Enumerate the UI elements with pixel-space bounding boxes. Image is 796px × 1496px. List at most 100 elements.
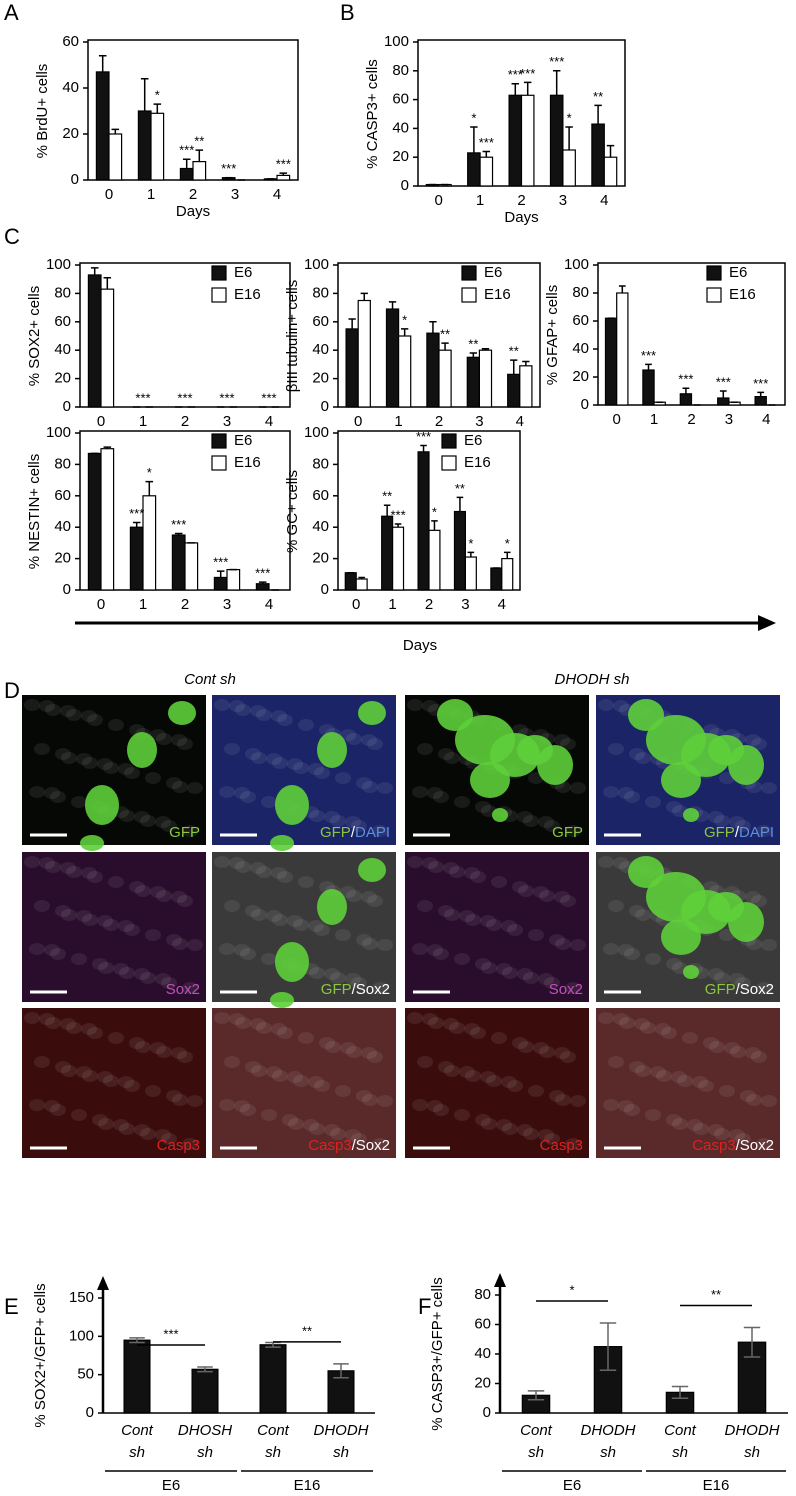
y-tick-label: 60 bbox=[54, 313, 71, 330]
bar bbox=[226, 568, 241, 591]
nucleus bbox=[156, 733, 172, 745]
nucleus bbox=[272, 1070, 288, 1082]
error-bar bbox=[279, 172, 288, 176]
y-tick-label: 80 bbox=[54, 284, 71, 301]
bar bbox=[87, 274, 102, 408]
x-tick-label: 1 bbox=[388, 596, 396, 613]
y-tick-label: 60 bbox=[312, 313, 329, 330]
y-tick-label: 20 bbox=[54, 550, 71, 567]
image-label: Casp3 bbox=[540, 1137, 583, 1154]
x-tick-label: 4 bbox=[273, 186, 281, 203]
bar bbox=[259, 1344, 287, 1414]
x-tick-label: 3 bbox=[559, 192, 567, 209]
nucleus bbox=[613, 857, 629, 869]
y-tick-label: 40 bbox=[54, 341, 71, 358]
y-tick-label: 0 bbox=[63, 581, 71, 598]
bar bbox=[255, 583, 270, 591]
nucleus bbox=[444, 1065, 460, 1077]
bar bbox=[679, 393, 693, 406]
error-bar bbox=[429, 321, 437, 334]
nucleus bbox=[598, 856, 614, 868]
error-bar bbox=[420, 444, 427, 452]
y-tick-label: 40 bbox=[54, 518, 71, 535]
x-tick-label: 1 bbox=[147, 186, 155, 203]
y-tick-label: 20 bbox=[572, 368, 589, 385]
bar bbox=[87, 452, 102, 591]
significance: ** bbox=[302, 1323, 312, 1338]
nucleus bbox=[635, 1065, 651, 1077]
error-bar bbox=[467, 551, 475, 558]
y-axis-arrow bbox=[494, 1273, 506, 1287]
nucleus bbox=[459, 1066, 475, 1078]
x-tick-label: sh bbox=[197, 1444, 213, 1461]
y-tick-label: 20 bbox=[312, 370, 329, 387]
x-tick-label: 4 bbox=[762, 411, 770, 428]
significance: *** bbox=[221, 161, 236, 176]
x-tick-label: sh bbox=[333, 1444, 349, 1461]
label-part: / bbox=[352, 1137, 357, 1154]
nucleus bbox=[60, 862, 76, 874]
nucleus bbox=[730, 1046, 746, 1058]
bar bbox=[95, 71, 110, 181]
nucleus bbox=[240, 948, 256, 960]
nucleus bbox=[729, 816, 745, 828]
nucleus bbox=[703, 881, 719, 893]
nucleus bbox=[356, 934, 372, 946]
nucleus bbox=[756, 1138, 772, 1150]
x-tick-label: 1 bbox=[650, 411, 658, 428]
nucleus bbox=[256, 709, 272, 721]
error-bar bbox=[719, 390, 727, 398]
nucleus bbox=[309, 810, 325, 822]
error-bar bbox=[153, 103, 162, 114]
gfp-cell bbox=[270, 835, 294, 851]
bar bbox=[100, 288, 115, 408]
x-tick-label: 4 bbox=[516, 413, 524, 430]
nucleus bbox=[438, 748, 454, 760]
nucleus bbox=[518, 885, 534, 897]
nucleus bbox=[287, 1071, 303, 1083]
significance: *** bbox=[179, 143, 194, 158]
nucleus bbox=[314, 924, 330, 936]
nucleus bbox=[298, 1032, 314, 1044]
error-bar bbox=[511, 83, 520, 96]
nucleus bbox=[560, 738, 576, 750]
nucleus bbox=[235, 1017, 251, 1029]
nucleus bbox=[177, 1051, 193, 1063]
significance: *** bbox=[129, 506, 144, 521]
y-axis-arrow bbox=[97, 1276, 109, 1290]
nucleus bbox=[87, 871, 103, 883]
image-label: Casp3 bbox=[157, 1137, 200, 1154]
nucleus bbox=[282, 1114, 298, 1126]
group-label: E6 bbox=[162, 1477, 180, 1494]
y-axis-label: % SOX2+ cells bbox=[26, 286, 43, 386]
nucleus bbox=[608, 1056, 624, 1068]
x-tick-label: 2 bbox=[687, 411, 695, 428]
image-label: Casp3/Sox2 bbox=[692, 1137, 774, 1154]
bar bbox=[478, 349, 493, 408]
label-part: Sox2 bbox=[740, 981, 774, 998]
nucleus bbox=[417, 1056, 433, 1068]
nucleus bbox=[714, 815, 730, 827]
nucleus bbox=[261, 1109, 277, 1121]
legend-label: E6 bbox=[234, 432, 252, 449]
nucleus bbox=[134, 968, 150, 980]
bar bbox=[562, 149, 576, 187]
plot-frame bbox=[79, 262, 291, 408]
nucleus bbox=[481, 1118, 497, 1130]
label-part: GFP bbox=[321, 981, 352, 998]
gfp-cell bbox=[270, 992, 294, 1008]
nucleus bbox=[161, 977, 177, 989]
significance: ** bbox=[509, 344, 519, 359]
nucleus bbox=[24, 856, 40, 868]
nucleus bbox=[412, 786, 428, 798]
x-tick-label: 3 bbox=[231, 186, 239, 203]
gfp-cell bbox=[683, 808, 699, 822]
nucleus bbox=[377, 1095, 393, 1107]
error-bar bbox=[522, 360, 530, 366]
nucleus bbox=[55, 1061, 71, 1073]
nucleus bbox=[486, 1075, 502, 1087]
bar bbox=[213, 576, 228, 591]
legend-swatch bbox=[706, 287, 722, 303]
nucleus bbox=[29, 1099, 45, 1111]
legend-swatch bbox=[211, 265, 227, 281]
